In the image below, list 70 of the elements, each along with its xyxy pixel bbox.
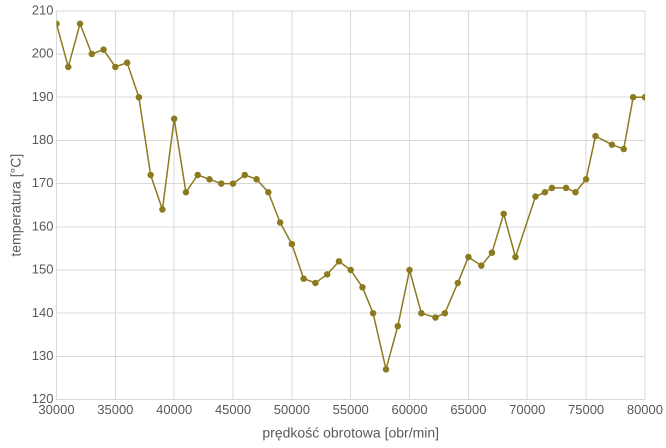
x-tick-label: 70000 (509, 402, 546, 417)
point (206, 176, 213, 183)
y-tick-label: 140 (32, 304, 54, 320)
point (406, 266, 413, 274)
point (253, 176, 260, 183)
y-tick-label: 160 (32, 218, 54, 234)
x-tick-label: 60000 (391, 402, 428, 417)
x-tick-label: 40000 (156, 402, 192, 417)
point (170, 116, 178, 122)
point (370, 310, 376, 316)
point (592, 132, 599, 140)
point (218, 180, 224, 187)
point (478, 262, 485, 269)
point (300, 275, 307, 282)
point (347, 266, 354, 274)
point (418, 310, 425, 316)
point (582, 176, 590, 183)
point (324, 271, 330, 278)
point (500, 210, 507, 218)
point (432, 314, 439, 321)
point (124, 59, 130, 66)
y-axis-title: temperatura [°C] (7, 154, 24, 257)
point (312, 280, 319, 286)
point (265, 188, 272, 196)
point (242, 172, 248, 178)
point (288, 240, 296, 248)
point (608, 141, 616, 148)
point (159, 206, 166, 213)
y-tick-label: 210 (32, 2, 54, 18)
x-tick-label: 35000 (97, 402, 134, 417)
point (454, 280, 462, 286)
x-tick-label: 80000 (626, 402, 664, 417)
x-tick-label: 50000 (274, 402, 310, 417)
point (488, 249, 496, 256)
y-tick-label: 170 (32, 175, 54, 190)
point (630, 94, 636, 100)
x-tick-label: 75000 (568, 402, 604, 417)
point (112, 64, 119, 70)
point (100, 46, 107, 53)
point (382, 366, 390, 373)
point (65, 64, 72, 70)
point (194, 172, 201, 178)
x-axis-title: prędkość obrotowa [obr/min] (262, 424, 440, 440)
y-tick-label: 130 (32, 348, 54, 363)
x-tick-label: 45000 (214, 402, 252, 417)
point (147, 172, 154, 178)
point (182, 188, 190, 196)
point (230, 180, 236, 187)
point (572, 188, 579, 196)
point (276, 219, 284, 226)
y-tick-label: 150 (32, 262, 54, 277)
point (620, 146, 627, 152)
point (359, 284, 366, 291)
point (542, 188, 548, 196)
point (76, 20, 84, 28)
y-tick-label: 200 (32, 46, 54, 61)
point (394, 322, 402, 330)
point (336, 258, 342, 265)
x-tick-label: 65000 (450, 402, 486, 417)
point (548, 184, 556, 192)
y-tick-label: 180 (32, 132, 54, 147)
point (532, 193, 539, 200)
point (136, 94, 142, 100)
x-tick-label: 55000 (332, 402, 369, 417)
point (465, 254, 472, 260)
y-tick-label: 190 (32, 88, 54, 104)
point (88, 50, 96, 58)
point (442, 310, 448, 316)
point (512, 254, 519, 260)
point (562, 184, 570, 192)
